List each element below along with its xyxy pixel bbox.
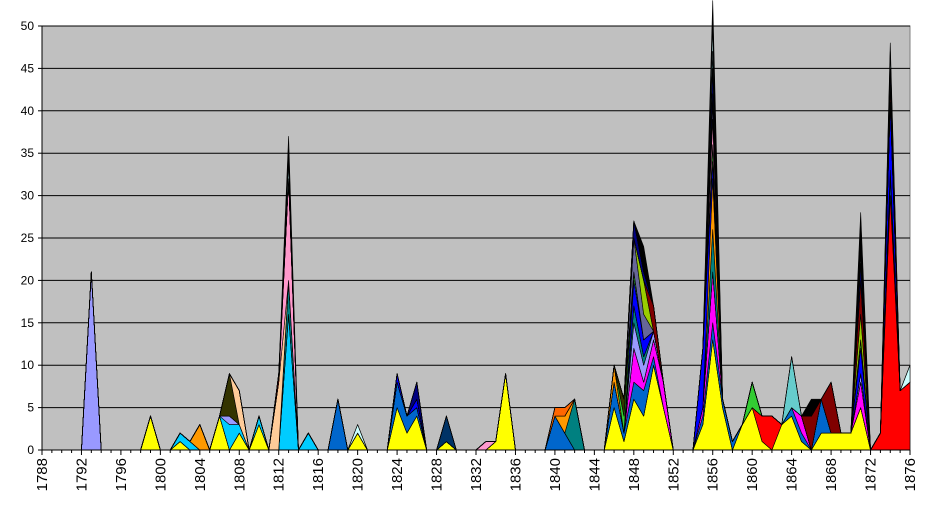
x-tick-label: 1840	[547, 458, 564, 491]
y-tick-label: 45	[21, 61, 35, 75]
x-tick-label: 1828	[429, 458, 446, 491]
series-area-22	[41, 0, 911, 451]
x-tick-label: 1876	[902, 458, 919, 491]
y-tick-label: 0	[27, 443, 34, 457]
x-tick-label: 1860	[744, 458, 761, 491]
x-tick-label: 1848	[626, 458, 643, 491]
series-areas	[41, 0, 911, 451]
x-tick-label: 1804	[192, 458, 209, 491]
x-tick-label: 1800	[152, 458, 169, 491]
x-tick-label: 1816	[310, 458, 327, 491]
x-tick-label: 1856	[705, 458, 722, 491]
x-tick-label: 1836	[507, 458, 524, 491]
x-tick-label: 1792	[73, 458, 90, 491]
y-axis: 0 5 10 15 20 25 30 35 40 45 50	[21, 19, 43, 457]
x-tick-label: 1864	[784, 458, 801, 491]
gridlines	[42, 25, 910, 409]
y-tick-label: 30	[21, 189, 35, 203]
x-tick-label: 1812	[271, 458, 288, 491]
x-tick-label: 1852	[665, 458, 682, 491]
y-tick-label: 15	[21, 316, 35, 330]
y-tick-label: 10	[21, 358, 35, 372]
y-tick-label: 35	[21, 146, 35, 160]
x-tick-label: 1808	[231, 458, 248, 491]
x-tick-label: 1796	[113, 458, 130, 491]
x-tick-label: 1872	[863, 458, 880, 491]
x-tick-label: 1844	[586, 458, 603, 491]
x-tick-label: 1868	[823, 458, 840, 491]
x-tick-label: 1820	[350, 458, 367, 491]
y-tick-label: 20	[21, 273, 35, 287]
y-tick-label: 40	[21, 104, 35, 118]
x-axis: 1788 1792 1796 1800 1804 1808 1812 1816 1820 1824…	[34, 449, 919, 491]
x-tick-label: 1824	[389, 458, 406, 491]
y-tick-label: 25	[21, 231, 35, 245]
y-tick-label: 5	[27, 401, 34, 415]
y-tick-label: 50	[21, 19, 35, 33]
x-tick-label: 1832	[468, 458, 485, 491]
x-tick-label: 1788	[34, 458, 51, 491]
